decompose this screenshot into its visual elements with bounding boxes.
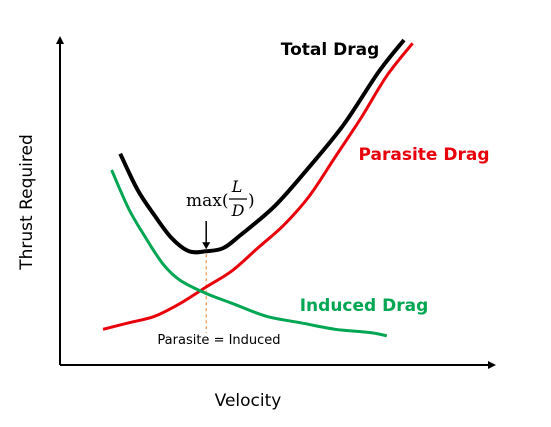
total-drag-label: Total Drag xyxy=(281,40,380,60)
max-ld-annotation: max( L D ) xyxy=(186,177,255,250)
induced-drag-label: Induced Drag xyxy=(300,296,429,316)
induced-drag-curve xyxy=(110,169,388,338)
x-axis-label: Velocity xyxy=(215,391,282,411)
max-ld-suffix: ) xyxy=(248,191,255,211)
total-drag-curve xyxy=(118,38,406,255)
max-ld-arrowhead xyxy=(202,242,211,250)
parasite-drag-label: Parasite Drag xyxy=(359,145,490,165)
crossover-label: Parasite = Induced xyxy=(157,333,280,348)
y-axis-label: Thrust Required xyxy=(17,134,37,271)
parasite-drag-curve xyxy=(102,42,414,331)
max-ld-numerator: L xyxy=(231,177,243,196)
max-ld-denominator: D xyxy=(231,201,245,220)
max-ld-prefix: max( xyxy=(186,191,228,211)
